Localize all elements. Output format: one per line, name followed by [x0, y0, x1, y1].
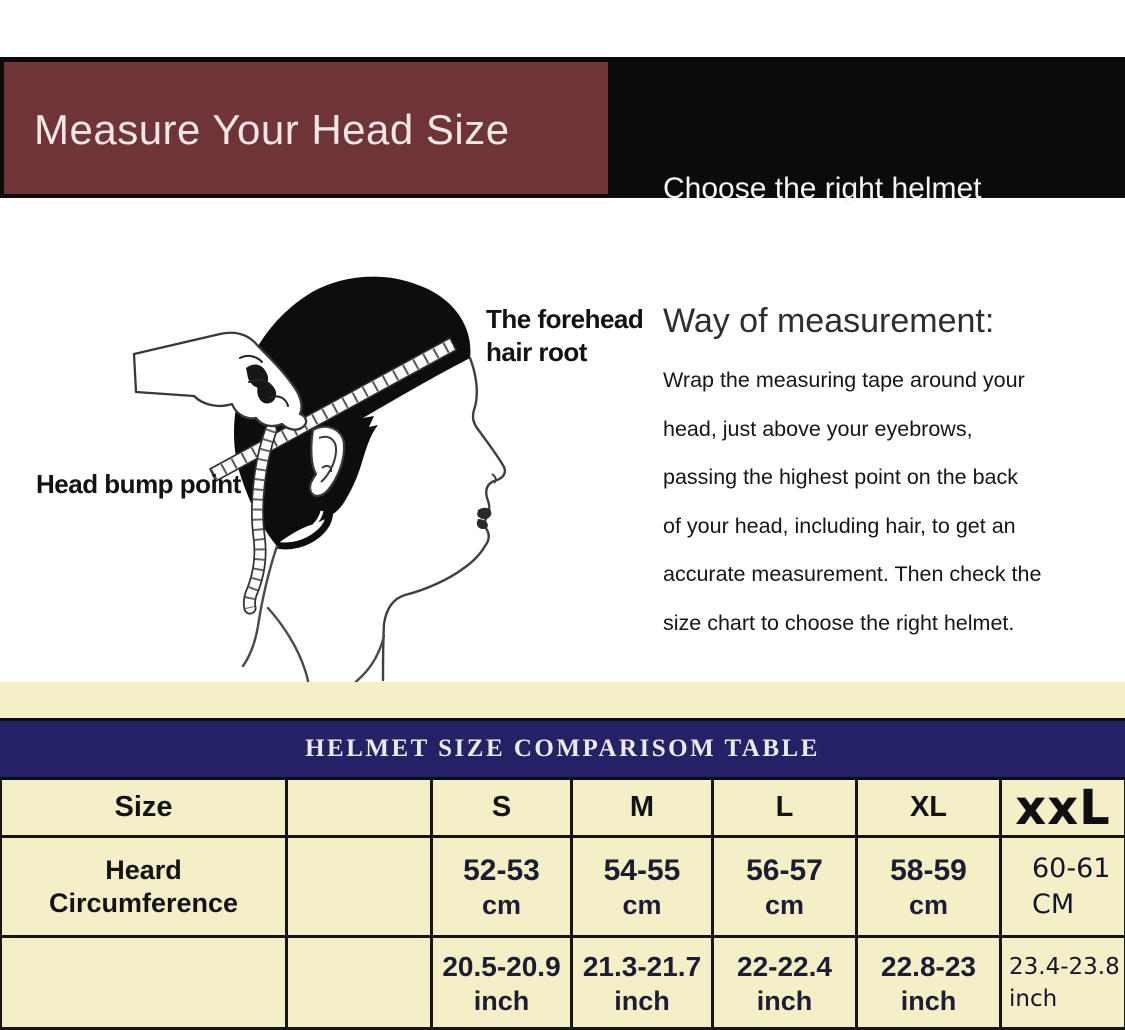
cell-l-cm: 56-57 cm [714, 838, 858, 938]
face-profile-line [381, 356, 507, 682]
cell-xl-cm: 58-59 cm [858, 838, 1002, 938]
right-bar-title: Choose the right helmet [663, 172, 982, 205]
collar-left-line [266, 606, 310, 682]
col-header-s: S [433, 780, 573, 838]
hair-curl [275, 504, 334, 550]
cell-m-cm: 54-55 cm [573, 838, 714, 938]
cell-l-inch: 22-22.4 inch [714, 938, 858, 1030]
cell-s-cm: 52-53 cm [433, 838, 573, 938]
col-header-m: M [573, 780, 714, 838]
hand [132, 331, 308, 431]
nostril-line [491, 473, 497, 484]
left-bar-title: Measure Your Head Size [34, 106, 510, 153]
instruction-line: Wrap the measuring tape around your [663, 368, 1025, 392]
cell-xxl-inch: 23.4-23.8 inch [1002, 938, 1125, 1030]
hair-silhouette [233, 276, 471, 545]
tape-dangle [244, 425, 276, 613]
col-header-size: Size [2, 780, 288, 838]
col-header-empty [288, 780, 433, 838]
measurement-instructions: Wrap the measuring tape around your head… [663, 356, 1103, 648]
way-of-measurement-heading: Way of measurement: [663, 302, 995, 340]
cell-m-inch: 21.3-21.7 inch [573, 938, 714, 1030]
instruction-line: accurate measurement. Then check the [663, 562, 1042, 587]
cell-xl-inch: 22.8-23 inch [858, 938, 1002, 1030]
col-header-l: L [714, 780, 858, 838]
finger-curl-1 [246, 364, 269, 389]
neck-back-line [241, 544, 279, 668]
cell-empty [2, 938, 288, 1030]
head-bump-point-label: Head bump point [36, 469, 241, 499]
instruction-line: size chart to choose the right helmet. [663, 610, 1015, 635]
table-title: HELMET SIZE COMPARISOM TABLE [305, 735, 820, 762]
row-label-head-circumference: Heard Circumference [2, 838, 288, 938]
size-comparison-table: Size S M L XL xxL Heard Circumference 52… [0, 780, 1125, 1030]
cell-xxl-cm: 60-61 CM [1002, 838, 1125, 938]
instruction-line: of your head, including hair, to get an [663, 513, 1016, 538]
ear-inner-line [318, 435, 338, 483]
collar-right-line [353, 634, 386, 682]
lips [476, 507, 492, 530]
head-measurement-illustration [132, 276, 507, 682]
cell-s-inch: 20.5-20.9 inch [433, 938, 573, 1030]
cell-empty [288, 838, 433, 938]
instruction-line: head, just above your eyebrows, [663, 416, 973, 441]
hair-curl-highlight [297, 510, 324, 538]
table-title-bar: HELMET SIZE COMPARISOM TABLE [0, 718, 1125, 780]
col-header-xl: XL [858, 780, 1002, 838]
forehead-hair-root-label: The forehead hair root [486, 304, 644, 367]
col-header-xxl: xxL [1002, 780, 1125, 838]
cell-empty [288, 938, 433, 1030]
header-left-bar: Measure Your Head Size [4, 62, 608, 194]
instruction-line: passing the highest point on the back [663, 465, 1019, 490]
knuckle-lines [239, 354, 289, 407]
